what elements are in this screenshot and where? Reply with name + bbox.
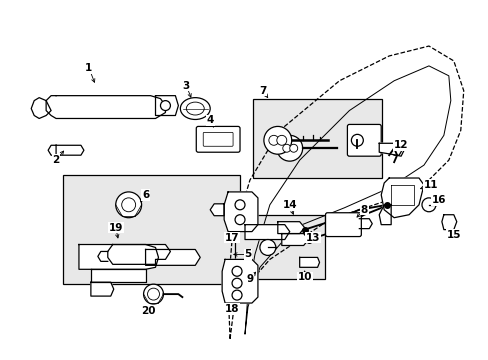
Polygon shape — [381, 178, 423, 218]
Polygon shape — [281, 234, 308, 246]
Circle shape — [276, 135, 302, 161]
FancyBboxPatch shape — [235, 215, 324, 279]
Polygon shape — [46, 96, 165, 118]
Text: 6: 6 — [142, 190, 149, 200]
Polygon shape — [379, 143, 403, 156]
Text: 3: 3 — [183, 81, 189, 91]
Text: 1: 1 — [85, 63, 92, 73]
Text: 9: 9 — [246, 274, 253, 284]
Text: 4: 4 — [206, 116, 213, 126]
Polygon shape — [79, 244, 158, 269]
FancyBboxPatch shape — [252, 99, 382, 178]
Polygon shape — [210, 204, 224, 216]
Circle shape — [232, 278, 242, 288]
Text: 19: 19 — [108, 222, 122, 233]
Circle shape — [235, 215, 244, 225]
Polygon shape — [107, 244, 170, 264]
Text: 20: 20 — [141, 306, 156, 316]
FancyBboxPatch shape — [203, 132, 233, 146]
Ellipse shape — [180, 98, 210, 120]
Circle shape — [421, 198, 435, 212]
Circle shape — [276, 135, 286, 145]
Text: 2: 2 — [52, 155, 60, 165]
Text: 8: 8 — [360, 205, 367, 215]
Polygon shape — [224, 192, 257, 231]
Polygon shape — [379, 205, 390, 225]
Circle shape — [260, 239, 275, 255]
Text: 13: 13 — [305, 233, 319, 243]
Ellipse shape — [186, 102, 204, 115]
Circle shape — [122, 198, 135, 212]
Polygon shape — [277, 222, 304, 234]
FancyBboxPatch shape — [346, 125, 381, 156]
Text: 18: 18 — [224, 304, 239, 314]
Polygon shape — [441, 215, 456, 230]
Polygon shape — [31, 98, 51, 118]
Text: 16: 16 — [431, 195, 445, 205]
Circle shape — [289, 144, 297, 152]
Text: 7: 7 — [259, 86, 266, 96]
Circle shape — [268, 135, 278, 145]
Text: 5: 5 — [244, 249, 251, 260]
Circle shape — [282, 144, 290, 152]
Circle shape — [235, 200, 244, 210]
FancyBboxPatch shape — [63, 175, 240, 284]
Polygon shape — [222, 260, 257, 303]
Circle shape — [232, 266, 242, 276]
Circle shape — [264, 126, 291, 154]
Polygon shape — [155, 96, 178, 116]
Polygon shape — [145, 249, 200, 265]
FancyBboxPatch shape — [325, 213, 361, 237]
Polygon shape — [91, 282, 114, 296]
Circle shape — [143, 284, 163, 304]
Text: 12: 12 — [393, 140, 407, 150]
Polygon shape — [56, 145, 84, 155]
Circle shape — [147, 288, 159, 300]
Circle shape — [351, 134, 363, 146]
FancyBboxPatch shape — [196, 126, 240, 152]
Polygon shape — [299, 257, 319, 267]
Polygon shape — [91, 269, 145, 282]
Polygon shape — [244, 225, 289, 239]
Text: 17: 17 — [224, 233, 239, 243]
Text: 15: 15 — [446, 230, 460, 239]
Circle shape — [232, 290, 242, 300]
Circle shape — [160, 100, 170, 111]
Text: 11: 11 — [423, 180, 437, 190]
Text: 10: 10 — [297, 272, 311, 282]
Circle shape — [116, 192, 142, 218]
Text: 14: 14 — [282, 200, 296, 210]
